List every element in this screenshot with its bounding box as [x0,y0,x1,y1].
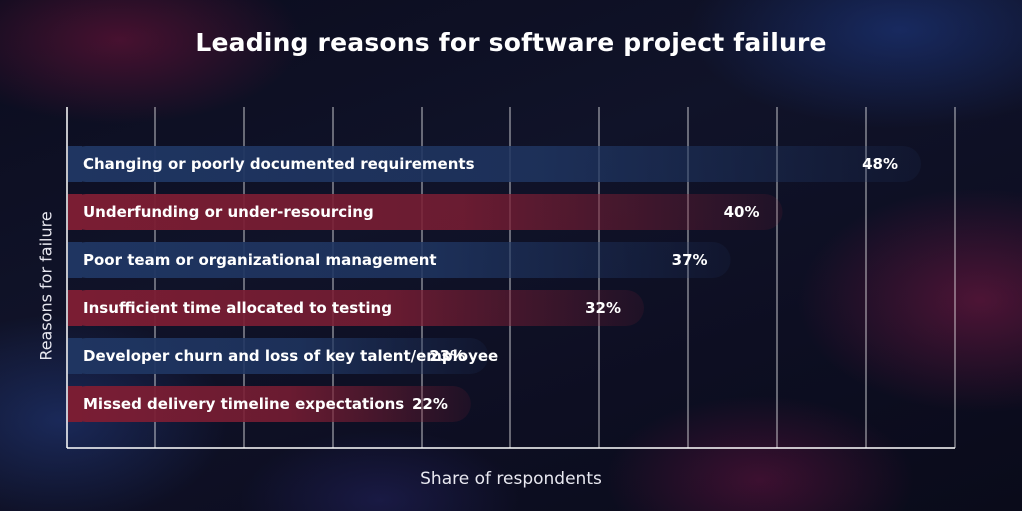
bar-value-label: 48% [862,155,898,173]
bar-group: Missed delivery timeline expectations 22% [68,386,471,422]
bar-category-label: Missed delivery timeline expectations [83,395,404,413]
bar-value-label: 40% [724,203,760,221]
bar-group: Poor team or organizational management 37… [68,242,731,278]
bar-left-edge [68,386,82,422]
bar-group: Changing or poorly documented requiremen… [68,146,921,182]
bar-left-edge [68,242,82,278]
bar-left-edge [68,338,82,374]
bar-category-label: Poor team or organizational management [83,251,437,269]
bar-category-label: Insufficient time allocated to testing [83,299,392,317]
bar-value-label: 32% [585,299,621,317]
bar-value-label: 22% [412,395,448,413]
bar-left-edge [68,290,82,326]
bar-group: Insufficient time allocated to testing 32… [68,290,644,326]
bar-category-label: Underfunding or under-resourcing [83,203,374,221]
bar-group: Underfunding or under-resourcing 40% [68,194,783,230]
bar-left-edge [68,194,82,230]
bar [68,146,921,182]
bar-category-label: Changing or poorly documented requiremen… [83,155,475,173]
bar [68,290,644,326]
bar [68,386,471,422]
bar-left-edge [68,146,82,182]
chart-title: Leading reasons for software project fai… [195,28,827,57]
bar [68,242,731,278]
bar-category-label: Developer churn and loss of key talent/e… [83,347,498,365]
x-axis-label: Share of respondents [420,469,602,489]
bar [68,194,783,230]
bar-group: Developer churn and loss of key talent/e… [68,338,498,374]
bar [68,338,489,374]
bar-value-label: 23% [429,347,465,365]
bar-value-label: 37% [672,251,708,269]
